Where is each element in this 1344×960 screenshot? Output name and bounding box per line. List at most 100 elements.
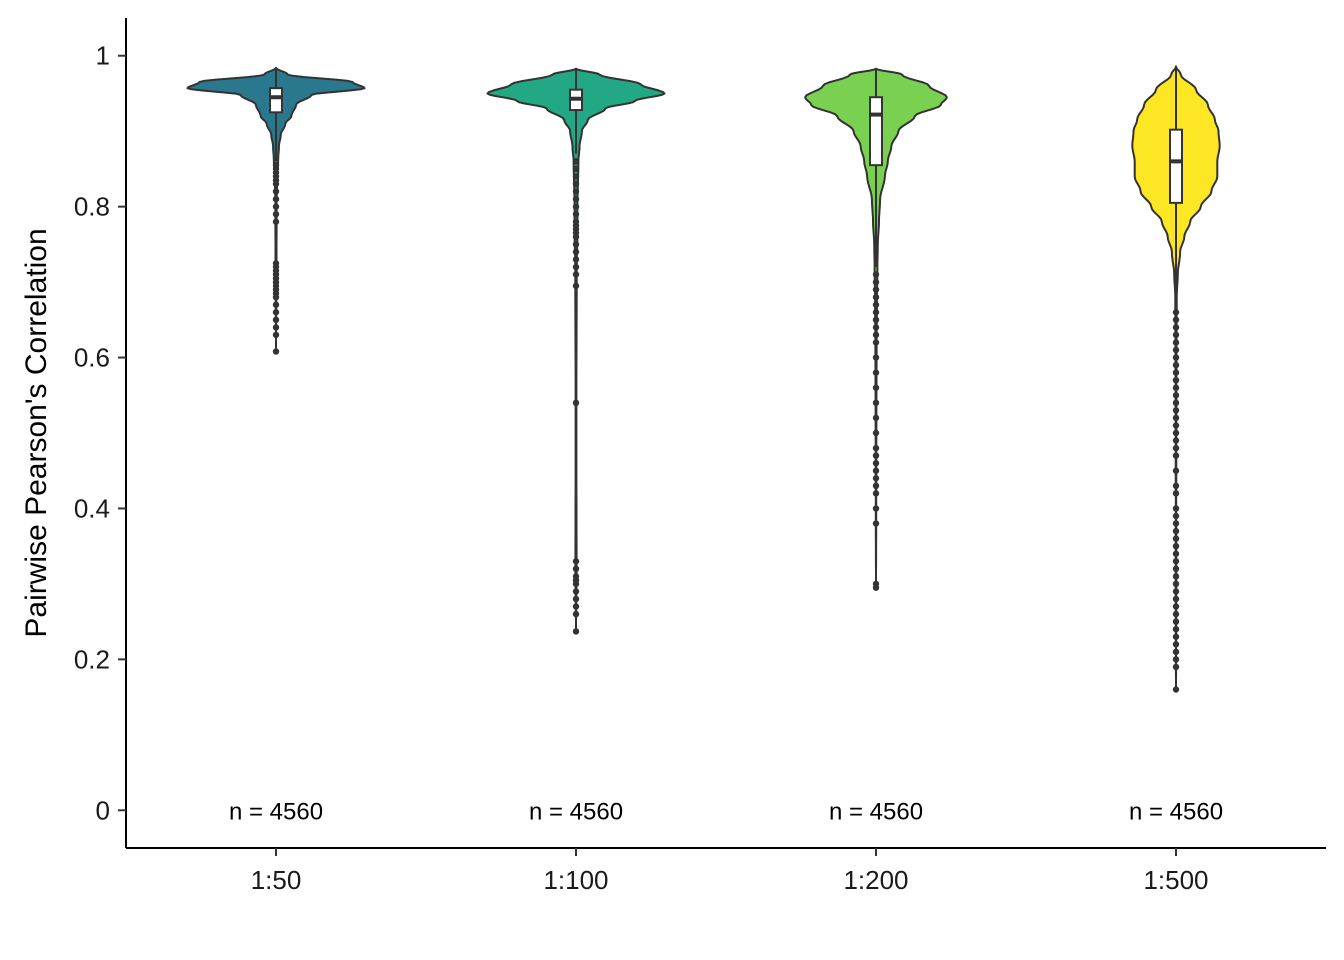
- outlier-point: [872, 301, 880, 308]
- outlier-point: [1172, 414, 1180, 422]
- outlier-point: [1172, 610, 1180, 618]
- outlier-point: [1172, 550, 1180, 557]
- outlier-point: [1172, 625, 1180, 633]
- box-iqr: [869, 96, 883, 167]
- outlier-point: [272, 203, 280, 210]
- x-tick-label: 1:50: [251, 865, 302, 895]
- outlier-point: [572, 610, 580, 618]
- outlier-point: [1172, 641, 1180, 648]
- outlier-point: [572, 558, 580, 565]
- outlier-point: [872, 475, 880, 482]
- outlier-point: [572, 188, 580, 195]
- y-tick-label: 0.2: [74, 644, 110, 674]
- outlier-point: [1172, 376, 1180, 384]
- outlier-point: [572, 195, 580, 203]
- outlier-point: [572, 241, 580, 248]
- outlier-point: [1172, 429, 1180, 437]
- outlier-point: [1172, 482, 1180, 490]
- outlier-point: [1172, 588, 1180, 595]
- outlier-point: [572, 588, 580, 595]
- outlier-point: [1172, 505, 1180, 512]
- outlier-point: [872, 309, 880, 316]
- outlier-point: [572, 263, 580, 271]
- outlier-point: [872, 505, 880, 512]
- outlier-point: [872, 278, 880, 286]
- outlier-point: [1172, 520, 1180, 527]
- sample-size-label: n = 4560: [529, 798, 623, 825]
- outlier-point: [572, 282, 580, 290]
- outlier-point: [272, 180, 280, 188]
- outlier-point: [1172, 512, 1180, 520]
- outlier-point: [572, 565, 580, 573]
- outlier-point: [272, 188, 280, 195]
- outlier-point: [1172, 663, 1180, 671]
- outlier-point: [1172, 437, 1180, 444]
- y-tick-label: 0.6: [74, 343, 110, 373]
- outlier-point: [1172, 392, 1180, 399]
- outlier-point: [1172, 648, 1180, 656]
- outlier-point: [872, 324, 880, 331]
- outlier-point: [872, 331, 880, 339]
- outlier-point: [872, 339, 880, 346]
- y-tick-label: 0: [96, 795, 110, 825]
- violins-layer: [186, 65, 1221, 693]
- outlier-point: [272, 218, 280, 225]
- outlier-point: [1172, 527, 1180, 535]
- x-tick-label: 1:100: [543, 865, 608, 895]
- outlier-point: [872, 490, 880, 497]
- outlier-point: [572, 595, 580, 603]
- outlier-point: [872, 384, 880, 391]
- outlier-point: [872, 444, 880, 452]
- y-tick-label: 1: [96, 41, 110, 71]
- x-tick-label: 1:500: [1143, 865, 1208, 895]
- outlier-point: [572, 603, 580, 610]
- outlier-point: [272, 316, 280, 324]
- outlier-point: [1172, 354, 1180, 361]
- outlier-point: [572, 271, 580, 278]
- outlier-point: [872, 520, 880, 527]
- outlier-point: [1172, 565, 1180, 573]
- outlier-point: [872, 369, 880, 376]
- box-iqr: [269, 87, 283, 114]
- outlier-point: [1172, 686, 1180, 693]
- outlier-point: [872, 286, 880, 293]
- outlier-point: [872, 429, 880, 437]
- outlier-point: [1172, 309, 1180, 316]
- y-tick-label: 0.8: [74, 192, 110, 222]
- outlier-point: [1172, 316, 1180, 324]
- outlier-point: [872, 414, 880, 422]
- outlier-point: [1172, 422, 1180, 429]
- outlier-point: [572, 158, 580, 165]
- sample-size-label: n = 4560: [829, 798, 923, 825]
- outlier-point: [572, 628, 580, 635]
- outlier-point: [1172, 633, 1180, 640]
- outlier-point: [272, 348, 280, 355]
- sample-size-label: n = 4560: [1129, 798, 1223, 825]
- outlier-point: [872, 452, 880, 459]
- outlier-point: [872, 293, 880, 301]
- sample-size-labels: n = 4560 n = 4560 n = 4560 n = 4560: [229, 798, 1223, 825]
- outlier-point: [1172, 580, 1180, 588]
- outlier-point: [1172, 324, 1180, 331]
- outlier-point: [272, 301, 280, 308]
- outlier-point: [1172, 452, 1180, 459]
- outlier-point: [872, 584, 880, 591]
- outlier-point: [1172, 399, 1180, 407]
- outlier-point: [872, 354, 880, 361]
- outlier-point: [272, 331, 280, 339]
- outlier-point: [572, 248, 580, 256]
- outlier-point: [872, 316, 880, 324]
- outlier-point: [572, 210, 580, 218]
- outlier-point: [1172, 444, 1180, 452]
- outlier-point: [1172, 542, 1180, 550]
- outlier-point: [572, 233, 580, 241]
- outlier-point: [1172, 369, 1180, 376]
- y-axis-ticks: 0 0.2 0.4 0.6 0.8 1: [74, 41, 126, 825]
- outlier-point: [572, 203, 580, 210]
- outlier-point: [572, 399, 580, 407]
- outlier-point: [1172, 407, 1180, 414]
- outlier-point: [572, 256, 580, 263]
- outlier-point: [872, 459, 880, 467]
- outlier-point: [1172, 558, 1180, 565]
- outlier-point: [1172, 467, 1180, 474]
